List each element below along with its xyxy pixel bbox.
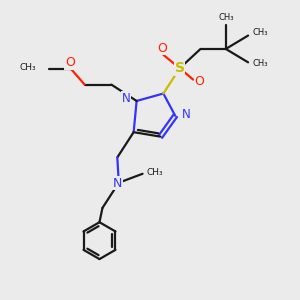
Text: O: O [195, 74, 205, 88]
Text: N: N [182, 108, 190, 121]
Text: CH₃: CH₃ [147, 168, 164, 177]
Text: CH₃: CH₃ [218, 13, 233, 22]
Text: N: N [112, 177, 122, 190]
Text: CH₃: CH₃ [253, 59, 268, 68]
Text: CH₃: CH₃ [20, 63, 37, 72]
Text: S: S [175, 61, 185, 75]
Text: O: O [65, 56, 75, 69]
Text: CH₃: CH₃ [253, 28, 268, 37]
Text: N: N [122, 92, 131, 105]
Text: O: O [157, 42, 167, 55]
